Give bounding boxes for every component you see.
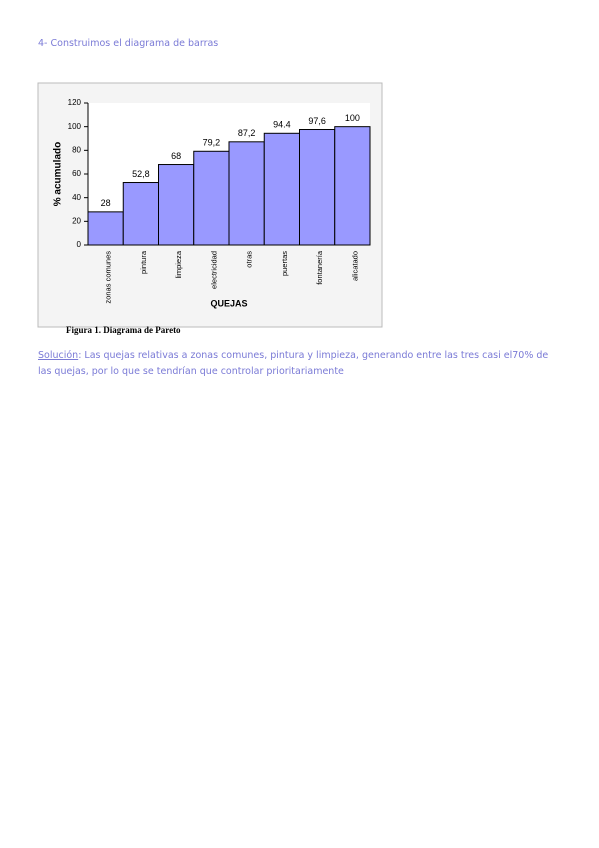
y-tick-label: 20 [72, 216, 81, 225]
bar [263, 132, 300, 246]
y-axis-label: % acumulado [53, 142, 64, 206]
value-label: 94.4 [273, 120, 291, 130]
x-tick-label: limpieza [174, 250, 183, 278]
bar [158, 164, 195, 246]
x-tick-label: alicatado [350, 251, 359, 281]
value-label: 79,2 [203, 138, 221, 148]
y-tick-label: 100 [68, 122, 82, 131]
solution-label: Solución [38, 350, 79, 361]
x-axis-label: QUEJAS [210, 298, 247, 308]
x-tick-label: fontanería [315, 250, 324, 285]
bar [193, 150, 230, 246]
value-label: 100 [345, 113, 360, 123]
x-tick-label: otras [245, 251, 254, 268]
y-tick-label: 0 [77, 240, 82, 249]
x-tick-label: pintura [139, 250, 148, 274]
solution: Solución: Las quejas relativas a zonas c… [38, 348, 558, 380]
value-label: 28 [101, 198, 111, 208]
solution-text: : Las quejas relativas a zonas comunes, … [38, 350, 549, 377]
caption: Figura 1. Diagrama de Pareto [66, 325, 181, 335]
bar [87, 211, 124, 246]
x-tick-label: electricidad [209, 251, 218, 289]
bar [334, 126, 371, 246]
x-tick-label: puertas [280, 251, 289, 276]
y-tick-label: 60 [72, 169, 81, 178]
value-label: 52,8 [132, 169, 150, 179]
value-label: 97,6 [308, 116, 326, 126]
bar [122, 182, 159, 246]
figure: % acumulado QUEJAS Figura 1. Diagrama de… [37, 82, 383, 335]
y-tick-label: 120 [68, 98, 82, 107]
heading: 4- Construimos el diagrama de barras [38, 38, 219, 49]
y-tick-label: 80 [72, 145, 81, 154]
bar [228, 141, 265, 246]
bar [299, 129, 336, 246]
x-tick-label: zonas comunes [104, 251, 113, 304]
y-tick-label: 40 [72, 193, 81, 202]
value-label: 87,2 [238, 128, 256, 138]
value-label: 68 [171, 151, 181, 161]
